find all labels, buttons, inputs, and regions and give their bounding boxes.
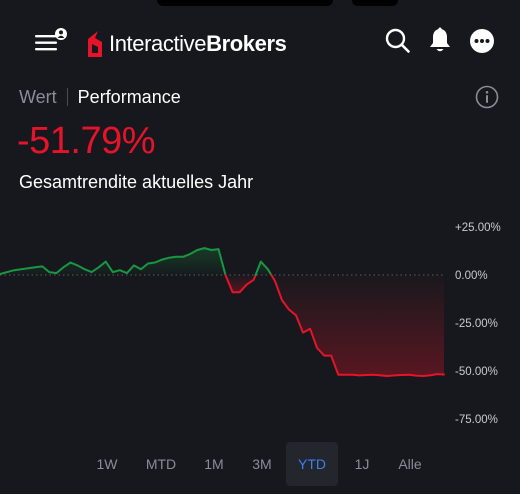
menu-button[interactable] bbox=[33, 28, 69, 56]
range-button-3m[interactable]: 3M bbox=[252, 456, 272, 472]
range-button-mtd[interactable]: MTD bbox=[145, 456, 177, 472]
y-tick-label: 0.00% bbox=[455, 270, 488, 282]
loss-area bbox=[271, 275, 444, 376]
tab-divider bbox=[66, 88, 68, 106]
tab-performance[interactable]: Performance bbox=[77, 86, 181, 107]
loss-area bbox=[225, 275, 256, 293]
search-button[interactable] bbox=[383, 26, 413, 56]
range-button-1m[interactable]: 1M bbox=[204, 456, 224, 472]
y-tick-label: -50.00% bbox=[455, 366, 498, 378]
tab-wert[interactable]: Wert bbox=[19, 86, 57, 107]
status-notch bbox=[157, 0, 333, 6]
range-button-ytd[interactable]: YTD bbox=[286, 442, 338, 486]
interactive-brokers-logo[interactable]: InteractiveBrokers bbox=[86, 26, 287, 62]
info-icon bbox=[475, 85, 499, 109]
range-button-alle[interactable]: Alle bbox=[398, 456, 422, 472]
range-selector: 1W MTD 1M 3M YTD 1J Alle bbox=[0, 442, 520, 486]
notifications-button[interactable] bbox=[425, 26, 455, 56]
top-bar: InteractiveBrokers bbox=[0, 22, 520, 66]
more-button[interactable] bbox=[467, 26, 497, 56]
performance-chart: +25.00% 0.00% -25.00% -50.00% -75.00% bbox=[0, 222, 501, 426]
info-button[interactable] bbox=[475, 85, 499, 109]
bell-icon bbox=[430, 27, 450, 52]
gain-line bbox=[0, 247, 227, 276]
gain-area bbox=[0, 248, 226, 275]
loss-line bbox=[270, 274, 445, 377]
menu-icon bbox=[35, 28, 67, 51]
view-tabs: Wert Performance bbox=[19, 86, 181, 108]
range-button-1w[interactable]: 1W bbox=[96, 456, 118, 472]
range-button-1j[interactable]: 1J bbox=[354, 456, 370, 472]
y-tick-label: +25.00% bbox=[455, 222, 501, 234]
more-icon bbox=[470, 29, 494, 53]
y-tick-label: -75.00% bbox=[455, 414, 498, 426]
logo-text: InteractiveBrokers bbox=[109, 31, 287, 56]
search-icon bbox=[385, 28, 410, 53]
status-notch-small bbox=[352, 0, 398, 6]
y-tick-label: -25.00% bbox=[455, 318, 498, 330]
gain-line bbox=[254, 260, 273, 276]
logo-mark-icon bbox=[88, 31, 102, 57]
loss-line bbox=[224, 274, 257, 294]
performance-value: -51.79% bbox=[17, 120, 156, 162]
performance-label: Gesamtrendite aktuelles Jahr bbox=[19, 172, 254, 192]
